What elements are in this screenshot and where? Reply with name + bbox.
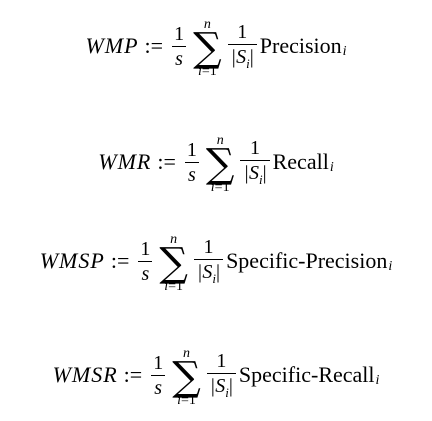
assign-operator: := xyxy=(123,362,143,387)
metric-term: Specific-Recall xyxy=(238,362,375,387)
fraction-denominator: |Si| xyxy=(240,160,270,187)
equation-wmsr: WMSR := 1 s n ∑ i=1 1 |Si| Specific-Reca… xyxy=(0,337,432,413)
set-size-subscript: i xyxy=(212,271,217,286)
set-size-close: | xyxy=(216,261,221,283)
equation-lhs: WMP xyxy=(85,33,139,58)
summation: n ∑ i=1 xyxy=(172,345,201,408)
fraction-one-over-s: 1 s xyxy=(184,140,200,185)
set-size-open: |S xyxy=(230,46,247,68)
fraction-denominator: |Si| xyxy=(227,44,257,71)
metric-term: Precision xyxy=(259,33,342,58)
summation-sigma-icon: ∑ xyxy=(172,353,201,400)
summation-upper-limit: n xyxy=(216,132,224,148)
assign-operator: := xyxy=(157,149,176,174)
summation-upper-limit: n xyxy=(203,16,211,32)
summation-sigma-icon: ∑ xyxy=(205,140,235,187)
fraction-denominator: s xyxy=(185,161,199,185)
fraction-one-over-set-size: 1 |Si| xyxy=(227,21,257,71)
fraction-numerator: 1 xyxy=(237,21,248,43)
fraction-one-over-set-size: 1 |Si| xyxy=(206,350,236,400)
summation-upper-limit: n xyxy=(182,345,190,361)
summation-index: i xyxy=(164,278,169,294)
set-size-close: | xyxy=(262,162,267,184)
set-size-subscript: i xyxy=(246,56,250,71)
fraction-one-over-set-size: 1 |Si| xyxy=(240,137,270,187)
fraction-denominator: s xyxy=(151,374,166,398)
assign-operator: := xyxy=(144,33,164,58)
metric-term-subscript: i xyxy=(375,373,380,388)
metric-term: Recall xyxy=(272,149,329,174)
summation-lower-limit: i=1 xyxy=(197,63,217,79)
set-size-close: | xyxy=(228,375,233,397)
summation-start: =1 xyxy=(201,63,217,79)
fraction-numerator: 1 xyxy=(203,236,214,258)
metric-term-subscript: i xyxy=(342,44,347,59)
equation-lhs: WMR xyxy=(98,149,152,174)
summation-lower-limit: i=1 xyxy=(177,392,196,408)
metric-term-subscript: i xyxy=(329,160,334,175)
summation-sigma-icon: ∑ xyxy=(193,24,222,71)
fraction-numerator: 1 xyxy=(174,22,185,45)
set-size-open: |S xyxy=(243,162,259,184)
summation-sigma-icon: ∑ xyxy=(159,239,188,286)
metric-term-subscript: i xyxy=(388,259,393,274)
set-size-open: |S xyxy=(196,261,213,283)
equation-wmsp: WMSP := 1 s n ∑ i=1 1 |Si| Specific-Prec… xyxy=(0,223,432,299)
equation-lhs: WMSP xyxy=(39,248,105,273)
fraction-numerator: 1 xyxy=(140,237,151,260)
fraction-numerator: 1 xyxy=(186,138,197,161)
summation: n ∑ i=1 xyxy=(193,16,222,79)
fraction-denominator: |Si| xyxy=(206,373,236,400)
fraction-denominator: s xyxy=(172,45,186,69)
fraction-one-over-s: 1 s xyxy=(150,353,166,398)
summation-index: i xyxy=(177,392,181,408)
fraction-one-over-s: 1 s xyxy=(137,239,153,284)
summation: n ∑ i=1 xyxy=(205,132,235,195)
assign-operator: := xyxy=(110,248,130,273)
equation-wmr: WMR := 1 s n ∑ i=1 1 |Si| Recall i xyxy=(0,124,432,200)
set-size-subscript: i xyxy=(225,385,229,400)
fraction-denominator: s xyxy=(138,260,153,284)
fraction-one-over-set-size: 1 |Si| xyxy=(193,236,224,286)
summation: n ∑ i=1 xyxy=(159,231,188,294)
summation-index: i xyxy=(210,179,215,195)
set-size-close: | xyxy=(249,46,254,68)
set-size-subscript: i xyxy=(258,172,263,187)
summation-upper-limit: n xyxy=(170,231,178,247)
fraction-numerator: 1 xyxy=(153,351,164,374)
summation-index: i xyxy=(197,63,202,79)
metric-term: Specific-Precision xyxy=(226,248,388,273)
summation-start: =1 xyxy=(180,392,196,408)
summation-start: =1 xyxy=(214,179,230,195)
equation-lhs: WMSR xyxy=(52,362,118,387)
summation-lower-limit: i=1 xyxy=(164,278,184,294)
fraction-numerator: 1 xyxy=(250,137,261,159)
equation-wmp: WMP := 1 s n ∑ i=1 1 |Si| Precision i xyxy=(0,8,432,84)
fraction-numerator: 1 xyxy=(216,350,227,372)
summation-start: =1 xyxy=(168,278,184,294)
set-size-open: |S xyxy=(209,375,226,397)
fraction-denominator: |Si| xyxy=(193,259,224,286)
fraction-one-over-s: 1 s xyxy=(171,24,187,69)
summation-lower-limit: i=1 xyxy=(210,179,230,195)
